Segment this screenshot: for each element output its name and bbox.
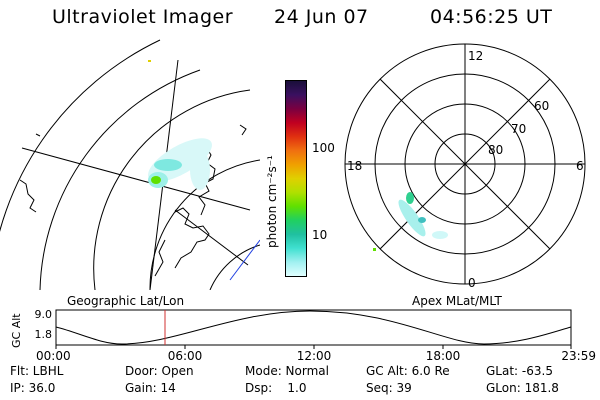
polar-panel-title: Apex MLat/MLT [412,294,502,308]
info-flt: Flt: LBHL [10,364,64,378]
colorbar-tick-100: 100 [312,141,335,155]
colorbar-label-text: photon cm⁻²s⁻¹ [265,155,279,248]
altitude-plot: 9.0 1.8 GC Alt 00:00 06:00 12:00 18:00 2… [10,308,596,362]
time-label: 04:56:25 UT [430,6,553,28]
mlt-label-18: 18 [347,159,362,173]
polar-mlat-mlt-plot: 12 18 6 0 60 70 80 [344,43,586,290]
colorbar [285,80,307,277]
info-seq: Seq: 39 [366,381,412,395]
mlt-label-6: 6 [576,159,584,173]
colorbar-tick-10: 10 [312,228,328,242]
alt-xtick-0600: 06:00 [168,349,203,362]
aurora-emission-polar [373,192,448,251]
mlt-label-12: 12 [468,49,483,63]
info-ip: IP: 36.0 [10,381,56,395]
alt-xtick-0000: 00:00 [36,349,71,362]
mlat-label-80: 80 [488,143,503,157]
info-mode: Mode: Normal [245,364,329,378]
alt-xtick-2359: 23:59 [561,349,596,362]
alt-xtick-1200: 12:00 [297,349,332,362]
info-glat: GLat: -63.5 [486,364,553,378]
info-door: Door: Open [125,364,194,378]
info-dsp: Dsp: 1.0 [245,381,307,395]
instrument-title: Ultraviolet Imager [52,6,234,28]
geographic-panel-title: Geographic Lat/Lon [67,294,185,308]
colorbar-label: photon cm⁻²s⁻¹ [265,155,279,248]
alt-xtick-1800: 18:00 [426,349,461,362]
alt-ytick-1.8: 1.8 [35,328,53,341]
info-glon: GLon: 181.8 [486,381,559,395]
geographic-map [0,39,260,290]
alt-ytick-9: 9.0 [35,308,53,321]
mlt-label-0: 0 [468,276,476,290]
info-gain: Gain: 14 [125,381,176,395]
mlat-label-70: 70 [511,122,526,136]
mlat-label-60: 60 [534,99,549,113]
date-label: 24 Jun 07 [274,6,369,28]
info-gc-alt: GC Alt: 6.0 Re [366,364,450,378]
alt-ylabel: GC Alt [10,313,23,348]
aurora-emission-geo [148,60,212,190]
